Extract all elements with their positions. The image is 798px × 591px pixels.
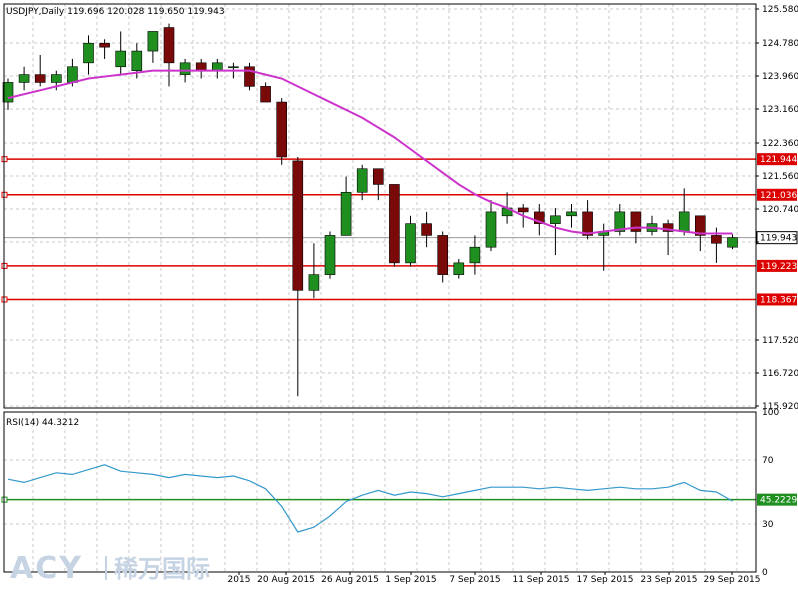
candles [2,23,738,397]
candle-body [260,86,271,103]
rsi-level-tag [757,493,797,506]
level-tag [757,259,797,272]
candle-body [50,74,62,83]
candle-body [485,211,497,248]
horizontal-levels: 121.944 121.036 119.223 118.367 119.943 [1,153,798,306]
candle-body [614,211,626,232]
candle-body [228,66,239,69]
logo-brand: ACY [10,551,83,586]
candle-body [324,235,336,275]
candle-body [582,211,593,236]
candle-body [34,74,46,83]
level-tag-label: 118.367 [760,295,797,305]
price-tick-label: 120.740 [762,205,798,215]
x-axis-label: 2015 [228,575,251,585]
rsi-panel: 100 70 30 0 45.2229 [1,408,797,578]
candle-body [147,31,159,52]
candle-body [2,82,14,103]
candle-body [727,237,738,248]
candle-body [356,168,368,193]
candle-body [453,262,465,275]
price-tick-label: 122.360 [762,139,798,149]
candle-body [421,223,432,236]
candle-body [630,211,642,232]
candle-body [372,168,384,185]
grid-lines [4,4,756,572]
x-axis-label: 23 Sep 2015 [640,575,697,585]
level-tag-label: 121.036 [760,191,797,201]
symbol-header: USDJPY,Daily 119.696 120.028 119.650 119… [6,7,225,17]
candle-body [711,235,722,244]
x-axis-label: 29 Sep 2015 [703,575,760,585]
price-pane-border [3,3,757,409]
candle-body [405,223,416,264]
candle-body [179,62,191,75]
x-axis-label: 11 Sep 2015 [512,575,569,585]
candle-body [67,66,78,83]
candle-body [694,215,706,236]
candle-body [244,66,255,87]
moving-average [7,69,733,235]
level-tag [757,188,797,201]
candle-body [533,211,545,224]
axes: 125.580 124.780 123.960 123.160 122.360 121.5… [3,3,798,585]
candle-body [517,207,529,213]
candle-body [389,184,400,264]
rsi-pane-border [3,411,757,573]
level-tag-label: 121.944 [760,155,797,165]
x-axis-label: 20 Aug 2015 [257,575,315,585]
current-price-tag [756,231,798,245]
candle-body [99,42,110,48]
candle-body [469,246,481,264]
price-tick-label: 123.960 [762,72,798,82]
candle-body [308,274,320,291]
price-tick-label: 121.560 [762,172,798,182]
level-tag [757,293,797,306]
logo-divider [105,556,107,580]
level-tag [757,153,797,166]
candle-body [83,42,94,64]
candle-body [212,62,223,71]
rsi-level-tag-label: 45.2229 [760,496,797,506]
rsi-line [7,464,733,533]
logo-chinese: 稀万国际 [114,555,210,583]
x-axis-label: 17 Sep 2015 [576,575,633,585]
candle-body [276,101,288,158]
price-tick-label: 124.780 [762,39,798,49]
rsi-scale-label: 70 [762,456,774,466]
candle-body [662,223,674,232]
current-price-label: 119.943 [760,234,797,244]
candle-body [18,74,30,83]
candle-body [195,62,207,71]
candle-body [131,50,143,71]
level-tag-label: 119.223 [760,262,797,272]
candle-body [340,191,352,236]
price-tick-label: 123.160 [762,105,798,115]
price-tick-label: 115.920 [762,402,798,412]
ma-line [7,69,733,235]
price-tick-label: 116.720 [762,369,798,379]
candle-body [115,50,126,68]
x-axis-label: 1 Sep 2015 [385,575,436,585]
candle-body [678,211,690,232]
acy-logo: ACY 稀万国际 [10,548,220,586]
rsi-label: RSI(14) 44.3212 [6,418,79,428]
candle-body [437,235,449,275]
price-tick-label: 125.580 [762,5,798,15]
rsi-scale-label: 0 [762,568,768,578]
x-axis-label: 7 Sep 2015 [449,575,500,585]
rsi-scale-label: 100 [762,408,779,418]
price-tick-label: 117.520 [762,336,798,346]
candle-body [163,27,175,64]
x-axis-label: 26 Aug 2015 [321,575,379,585]
candle-body [550,215,561,224]
candle-body [566,211,577,217]
candle-body [292,160,304,291]
rsi-scale-label: 30 [762,520,774,530]
